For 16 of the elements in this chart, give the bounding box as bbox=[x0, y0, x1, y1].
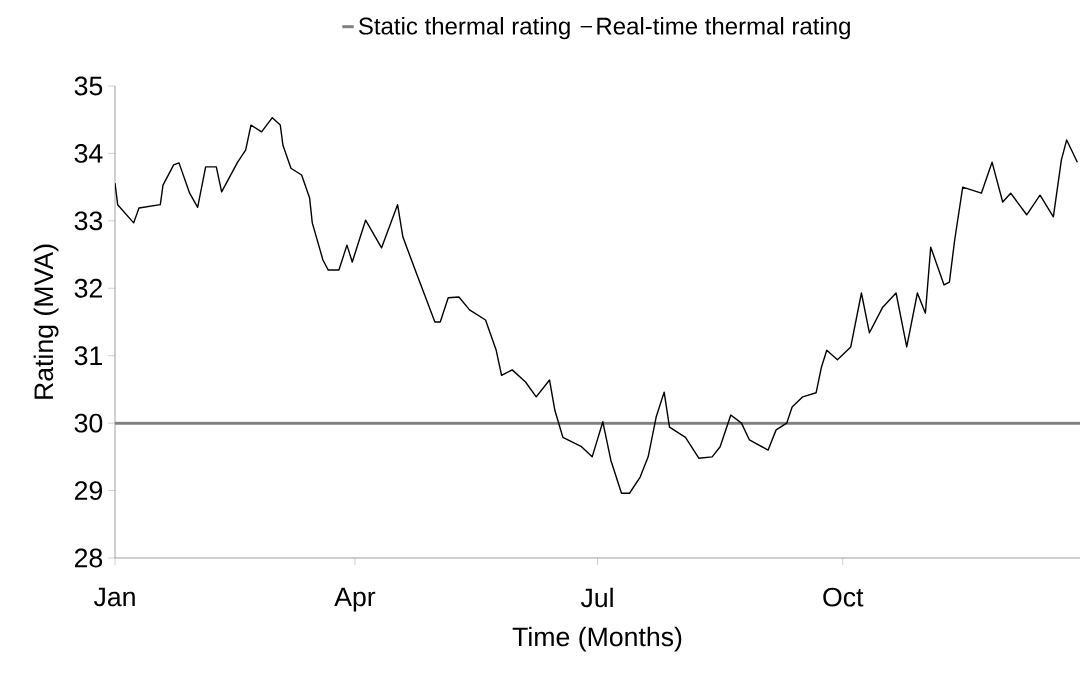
x-axis-title: Time (Months) bbox=[512, 626, 682, 652]
x-tick-label: Oct bbox=[823, 587, 864, 607]
legend-label: Real-time thermal rating bbox=[597, 17, 850, 40]
y-tick-label: 30 bbox=[74, 413, 103, 433]
y-tick-label: 33 bbox=[74, 211, 103, 231]
y-tick-label: 32 bbox=[74, 278, 102, 298]
y-tick-label: 35 bbox=[74, 76, 103, 96]
x-tick-label: Jul bbox=[580, 587, 613, 608]
y-tick-label: 29 bbox=[74, 481, 103, 500]
y-axis-title: Rating (MVA) bbox=[33, 244, 59, 399]
x-tick-label: Jan bbox=[93, 587, 135, 607]
legend-label: Static thermal rating bbox=[358, 17, 570, 40]
x-tick-label: Apr bbox=[334, 587, 376, 612]
y-tick-label: 28 bbox=[74, 548, 103, 568]
y-tick-label: 34 bbox=[74, 143, 103, 163]
y-tick-label: 31 bbox=[74, 346, 102, 366]
